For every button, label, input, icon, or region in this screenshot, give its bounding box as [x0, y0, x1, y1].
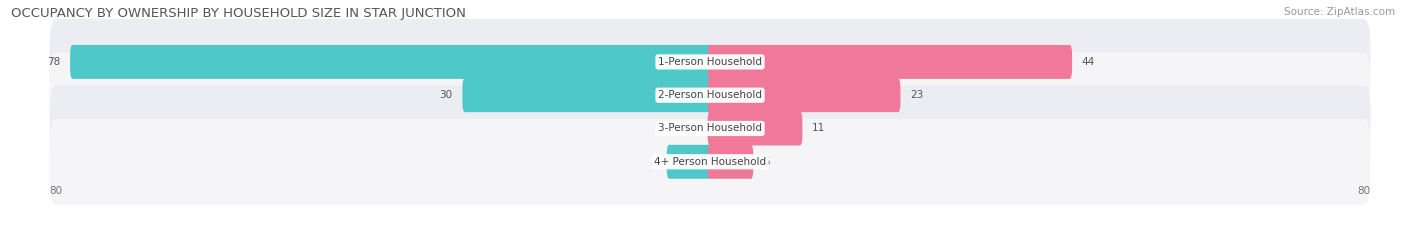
Text: 78: 78	[46, 57, 60, 67]
FancyBboxPatch shape	[49, 19, 1371, 105]
FancyBboxPatch shape	[707, 45, 1071, 79]
FancyBboxPatch shape	[463, 78, 713, 112]
FancyBboxPatch shape	[70, 45, 713, 79]
Text: 1-Person Household: 1-Person Household	[658, 57, 762, 67]
FancyBboxPatch shape	[49, 52, 1371, 138]
FancyBboxPatch shape	[49, 86, 1371, 171]
FancyBboxPatch shape	[707, 78, 900, 112]
Text: 4+ Person Household: 4+ Person Household	[654, 157, 766, 167]
Text: 0: 0	[692, 123, 697, 134]
Text: Source: ZipAtlas.com: Source: ZipAtlas.com	[1284, 7, 1395, 17]
Text: 30: 30	[440, 90, 453, 100]
Text: 3-Person Household: 3-Person Household	[658, 123, 762, 134]
FancyBboxPatch shape	[707, 145, 754, 179]
FancyBboxPatch shape	[666, 145, 713, 179]
Legend: Owner-occupied, Renter-occupied: Owner-occupied, Renter-occupied	[593, 230, 827, 233]
Text: 11: 11	[813, 123, 825, 134]
Text: 44: 44	[1081, 57, 1095, 67]
FancyBboxPatch shape	[707, 112, 803, 145]
Text: 2-Person Household: 2-Person Household	[658, 90, 762, 100]
FancyBboxPatch shape	[49, 119, 1371, 205]
Text: 5: 5	[763, 157, 769, 167]
Text: OCCUPANCY BY OWNERSHIP BY HOUSEHOLD SIZE IN STAR JUNCTION: OCCUPANCY BY OWNERSHIP BY HOUSEHOLD SIZE…	[11, 7, 467, 20]
Text: 5: 5	[651, 157, 657, 167]
Text: 23: 23	[910, 90, 924, 100]
